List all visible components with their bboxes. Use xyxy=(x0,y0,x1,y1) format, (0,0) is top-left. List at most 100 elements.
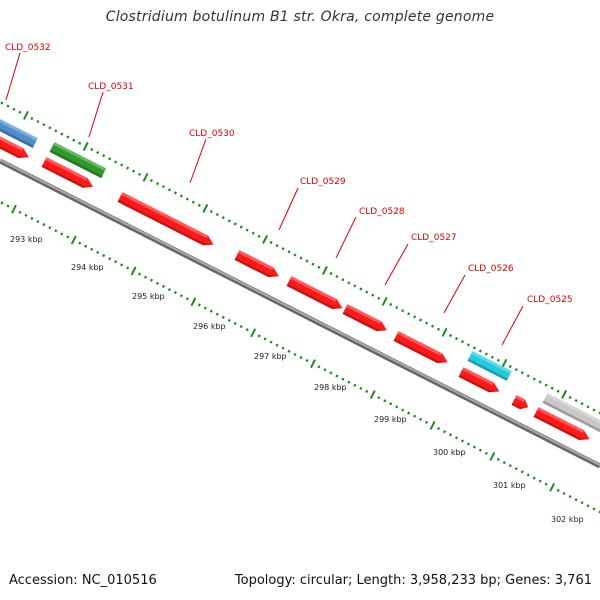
minor-tick xyxy=(305,259,309,263)
inner-scale-track xyxy=(0,201,600,514)
minor-tick xyxy=(66,135,70,139)
feature-cds-0524-shine xyxy=(537,407,584,433)
major-tick xyxy=(142,172,149,182)
major-tick xyxy=(501,358,508,368)
major-tick xyxy=(549,482,556,492)
minor-tick xyxy=(532,476,536,480)
gene-label-cld-0528[interactable]: CLD_0528 xyxy=(359,207,405,217)
minor-tick xyxy=(448,333,453,338)
minor-tick xyxy=(167,287,171,292)
feature-cds-cld-0527a-shade xyxy=(342,311,385,332)
feature-grey-shade xyxy=(542,400,600,435)
minor-tick xyxy=(30,116,34,121)
minor-tick xyxy=(586,504,590,508)
minor-tick xyxy=(425,321,429,325)
minor-tick xyxy=(18,210,22,214)
minor-tick xyxy=(60,132,64,136)
gene-label-cld-0526[interactable]: CLD_0526 xyxy=(468,264,514,274)
feature-grey-body xyxy=(542,393,600,435)
minor-tick xyxy=(257,234,261,238)
minor-tick xyxy=(0,201,4,205)
minor-tick xyxy=(78,141,82,145)
accession-text: Accession: NC_010516 xyxy=(9,573,157,588)
minor-tick xyxy=(532,377,536,381)
minor-tick xyxy=(580,501,584,505)
feature-cds-cld-0525 xyxy=(511,395,529,410)
minor-tick xyxy=(472,445,476,449)
feature-cds-cld-0531-shine xyxy=(45,157,88,181)
minor-tick xyxy=(574,498,578,502)
minor-tick xyxy=(514,368,518,372)
minor-tick xyxy=(108,257,112,261)
major-tick xyxy=(381,296,388,306)
feature-cds-cld-0527b xyxy=(393,331,448,364)
gene-label-cld-0525[interactable]: CLD_0525 xyxy=(527,295,573,305)
minor-tick xyxy=(353,383,357,387)
minor-tick xyxy=(460,340,464,344)
major-tick xyxy=(489,451,496,461)
minor-tick xyxy=(341,377,345,381)
minor-tick xyxy=(197,203,201,207)
feature-cds-cld-0530 xyxy=(117,192,214,246)
major-tick xyxy=(321,265,328,275)
feature-cds-cld-0528-shade xyxy=(286,283,341,310)
kbp-label-294: 294 kbp xyxy=(71,263,104,272)
minor-tick xyxy=(155,182,160,186)
minor-tick xyxy=(209,209,213,214)
minor-tick xyxy=(538,479,542,483)
leader-line-5 xyxy=(384,243,409,286)
minor-tick xyxy=(215,213,219,217)
minor-tick xyxy=(102,154,106,158)
minor-tick xyxy=(574,399,578,403)
minor-tick xyxy=(275,343,279,347)
gene-label-cld-0530[interactable]: CLD_0530 xyxy=(189,129,235,139)
minor-tick xyxy=(54,129,58,133)
minor-tick xyxy=(102,253,106,258)
genome-title: Clostridium botulinum B1 str. Okra, comp… xyxy=(105,9,495,25)
minor-tick xyxy=(353,284,357,288)
feature-cds-0524-shade xyxy=(533,414,588,441)
minor-tick xyxy=(401,309,405,313)
minor-tick xyxy=(90,147,94,152)
feature-cds-0533-shine xyxy=(0,135,24,151)
minor-tick xyxy=(143,275,148,279)
minor-tick xyxy=(389,302,393,307)
minor-tick xyxy=(460,439,464,443)
gene-label-cld-0527[interactable]: CLD_0527 xyxy=(411,233,457,243)
leader-line-7 xyxy=(501,305,524,346)
gene-label-cld-0531[interactable]: CLD_0531 xyxy=(88,82,134,92)
feature-cds-cld-0529 xyxy=(234,250,279,278)
feature-cds-cld-0528-body xyxy=(286,276,343,310)
minor-tick xyxy=(442,430,447,434)
minor-tick xyxy=(12,107,16,111)
minor-tick xyxy=(269,240,273,245)
gene-label-cld-0529[interactable]: CLD_0529 xyxy=(300,177,346,187)
feature-grey-shine xyxy=(546,393,600,428)
feature-green-cld-0531-shine xyxy=(53,142,107,172)
major-tick xyxy=(561,389,568,399)
minor-tick xyxy=(42,223,46,227)
gene-label-cld-0532[interactable]: CLD_0532 xyxy=(5,43,51,53)
minor-tick xyxy=(185,197,189,201)
minor-tick xyxy=(287,349,291,353)
minor-tick xyxy=(179,294,183,298)
feature-cds-cld-0527a-shine xyxy=(346,304,382,324)
feature-blue xyxy=(0,110,38,148)
feature-cds-cld-0526-body xyxy=(458,367,500,393)
minor-tick xyxy=(30,216,34,221)
major-tick xyxy=(441,327,448,337)
feature-cyan-cld-0526 xyxy=(467,351,512,381)
minor-tick xyxy=(257,334,261,338)
minor-tick xyxy=(514,467,518,471)
minor-tick xyxy=(568,494,572,499)
minor-tick xyxy=(407,411,411,415)
minor-tick xyxy=(96,151,100,155)
feature-cds-cld-0530-shine xyxy=(121,192,209,239)
minor-tick xyxy=(496,457,500,462)
feature-cyan-cld-0526-body xyxy=(467,351,512,381)
feature-grey xyxy=(542,393,600,435)
minor-tick xyxy=(359,386,363,390)
minor-tick xyxy=(215,312,219,316)
